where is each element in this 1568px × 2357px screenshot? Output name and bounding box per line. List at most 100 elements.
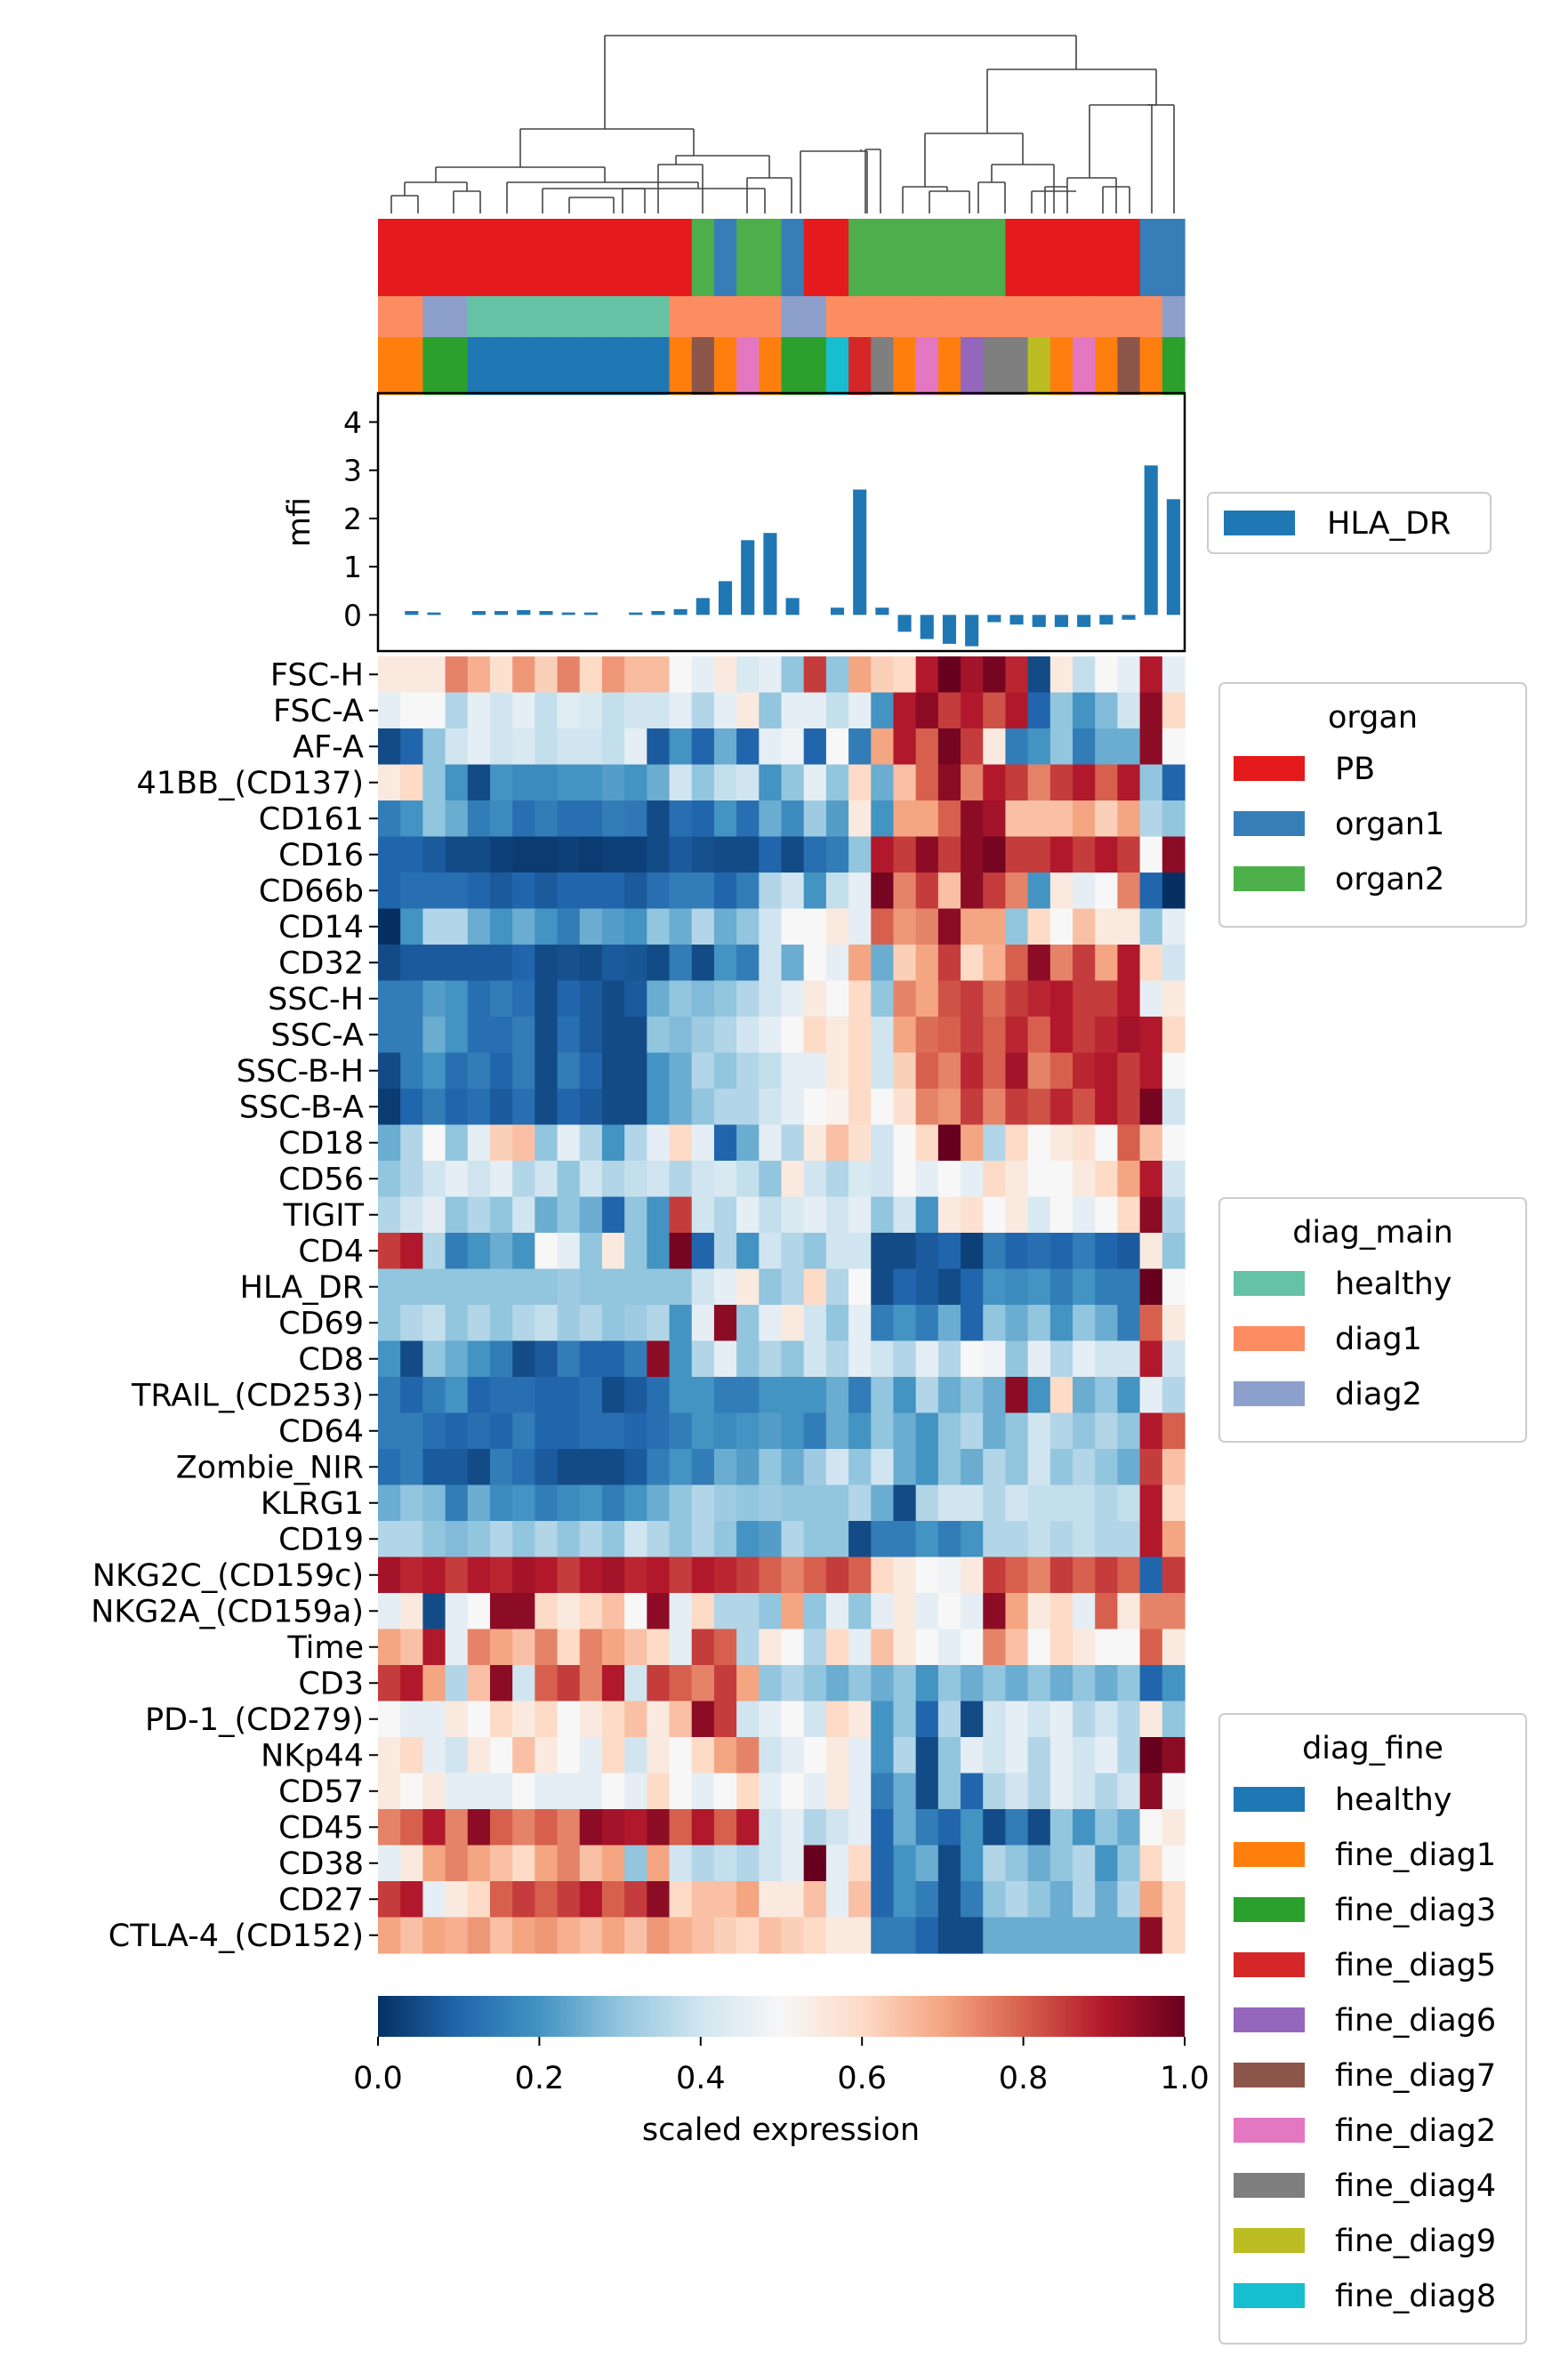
heatmap-cell bbox=[601, 1233, 625, 1270]
bar-mark bbox=[561, 612, 575, 615]
heatmap-cell bbox=[489, 1665, 513, 1702]
heatmap-cell bbox=[669, 980, 693, 1018]
heatmap-cell bbox=[467, 1701, 491, 1738]
heatmap-cell bbox=[736, 1052, 760, 1090]
colorbar-tick-label: 1.0 bbox=[1160, 2061, 1210, 2096]
heatmap-cell bbox=[1139, 1340, 1163, 1378]
heatmap-cell bbox=[961, 1052, 984, 1090]
annotation-cell-organ bbox=[915, 219, 939, 296]
heatmap-cell bbox=[1073, 1449, 1096, 1486]
heatmap-cell bbox=[400, 1124, 423, 1162]
heatmap-cell bbox=[691, 692, 715, 729]
heatmap-cell bbox=[736, 1737, 760, 1774]
heatmap-cell bbox=[601, 1484, 625, 1522]
heatmap-cell bbox=[624, 1557, 647, 1594]
heatmap-cell bbox=[1005, 1593, 1029, 1630]
heatmap-cell bbox=[759, 1521, 783, 1558]
heatmap-cell bbox=[803, 1017, 827, 1054]
heatmap-cell bbox=[400, 1593, 423, 1630]
heatmap-cell bbox=[825, 1521, 849, 1558]
heatmap-cell bbox=[601, 908, 625, 945]
legend-swatch bbox=[1234, 2228, 1305, 2253]
heatmap-cell bbox=[893, 1484, 917, 1522]
heatmap-cell bbox=[1139, 1017, 1163, 1054]
heatmap-cell bbox=[489, 1484, 513, 1522]
annotation-cell-organ bbox=[736, 219, 760, 296]
heatmap-cell bbox=[759, 1340, 783, 1378]
heatmap-cell bbox=[557, 1412, 581, 1450]
heatmap-cell bbox=[624, 1268, 647, 1306]
heatmap-cell bbox=[489, 1521, 513, 1558]
heatmap-cell bbox=[647, 1881, 671, 1919]
heatmap-cell bbox=[781, 1737, 805, 1774]
heatmap-cell bbox=[557, 1737, 581, 1774]
heatmap-cell bbox=[535, 692, 559, 729]
heatmap-cell bbox=[557, 1196, 581, 1234]
bar-mark bbox=[1122, 615, 1136, 620]
heatmap-cell bbox=[781, 1161, 805, 1198]
heatmap-cell bbox=[601, 1881, 625, 1919]
heatmap-cell bbox=[512, 728, 535, 766]
heatmap-cell bbox=[825, 1196, 849, 1234]
heatmap-cell bbox=[467, 1161, 491, 1198]
heatmap-cell bbox=[1139, 1521, 1163, 1558]
bar-legend-box bbox=[1207, 492, 1492, 554]
heatmap-cell bbox=[825, 1412, 849, 1450]
heatmap-cell bbox=[489, 1557, 513, 1594]
heatmap-cell bbox=[893, 728, 917, 766]
heatmap-cell bbox=[557, 1017, 581, 1054]
heatmap-cell bbox=[624, 1629, 647, 1666]
heatmap-cell bbox=[1095, 836, 1119, 873]
heatmap-cell bbox=[937, 656, 961, 694]
heatmap-cell bbox=[557, 1809, 581, 1846]
heatmap-cell bbox=[467, 764, 491, 801]
heatmap-cell bbox=[1139, 1377, 1163, 1414]
heatmap-cell bbox=[1162, 1845, 1186, 1882]
heatmap-cell bbox=[1049, 1881, 1073, 1919]
heatmap-cell bbox=[669, 1917, 693, 1954]
heatmap-cell bbox=[557, 1052, 581, 1090]
heatmap-cell bbox=[691, 1881, 715, 1919]
heatmap-cell bbox=[1162, 1737, 1186, 1774]
heatmap-cell bbox=[1095, 1737, 1119, 1774]
heatmap-cell bbox=[915, 1773, 939, 1810]
heatmap-cell bbox=[1095, 728, 1119, 766]
annotation-cell-organ bbox=[557, 219, 581, 296]
annotation-cell-organ bbox=[1027, 219, 1051, 296]
heatmap-cell bbox=[422, 1449, 446, 1486]
colorbar-tick-label: 0.6 bbox=[837, 2061, 887, 2096]
heatmap-cell bbox=[1095, 1773, 1119, 1810]
heatmap-cell bbox=[1162, 1305, 1186, 1342]
heatmap-cell bbox=[691, 908, 715, 945]
annotation-cell-organ bbox=[871, 219, 895, 296]
heatmap-cell bbox=[736, 1593, 760, 1630]
heatmap-cell bbox=[983, 1449, 1007, 1486]
legend-swatch bbox=[1234, 2063, 1305, 2088]
heatmap-cell bbox=[467, 1377, 491, 1414]
heatmap-cell bbox=[579, 980, 603, 1018]
heatmap-cell bbox=[557, 1340, 581, 1378]
heatmap-cell bbox=[983, 1305, 1007, 1342]
heatmap-cell bbox=[759, 1305, 783, 1342]
heatmap-cell bbox=[422, 1124, 446, 1162]
heatmap-cell bbox=[1095, 1196, 1119, 1234]
heatmap-cell bbox=[647, 1773, 671, 1810]
annotation-cell-organ bbox=[937, 219, 961, 296]
heatmap-cell bbox=[1073, 908, 1096, 945]
bar-ytick-label: 2 bbox=[343, 502, 362, 536]
heatmap-cell bbox=[579, 1305, 603, 1342]
heatmap-cell bbox=[915, 1845, 939, 1882]
heatmap-cell bbox=[624, 1089, 647, 1126]
heatmap-cell bbox=[759, 1629, 783, 1666]
heatmap-cell bbox=[535, 908, 559, 945]
heatmap-cell bbox=[557, 764, 581, 801]
heatmap-cell bbox=[825, 1161, 849, 1198]
heatmap-cell bbox=[647, 1196, 671, 1234]
heatmap-cell bbox=[445, 1484, 469, 1522]
annotation-cell-organ bbox=[759, 219, 783, 296]
heatmap-cell bbox=[691, 1268, 715, 1306]
heatmap-cell bbox=[915, 1052, 939, 1090]
heatmap-cell bbox=[512, 1665, 535, 1702]
heatmap-cell bbox=[781, 1305, 805, 1342]
heatmap-cell bbox=[378, 728, 401, 766]
